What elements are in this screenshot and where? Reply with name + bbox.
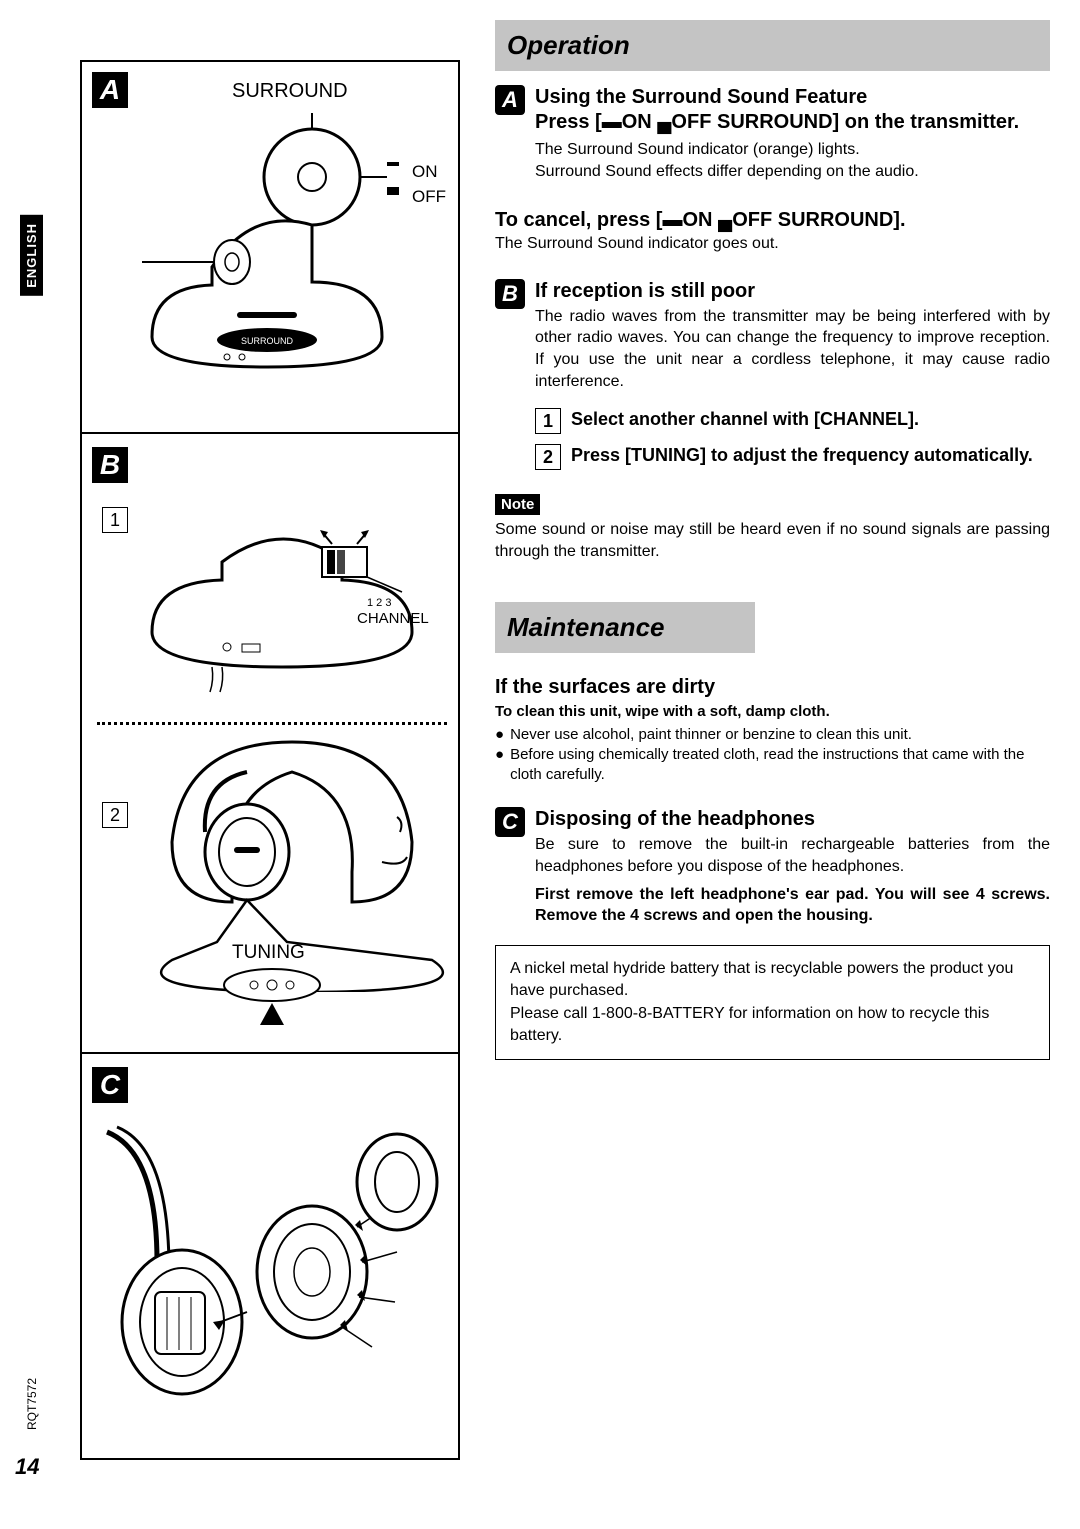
text-column: Operation A Using the Surround Sound Fea… [495,20,1050,1060]
b-step2-box: 2 [102,802,128,828]
battery-info-text: A nickel metal hydride battery that is r… [510,960,1013,1044]
dirty-sub: To clean this unit, wipe with a soft, da… [495,702,1050,722]
a-title-1: Using the Surround Sound Feature [535,85,1019,110]
diagram-column: A SURROUND SURROUND ON OFF B 1 [80,60,460,1460]
dirty-b2: Before using chemically treated cloth, r… [510,745,1050,786]
c-body2: First remove the left headphone's ear pa… [535,884,1050,927]
channel-label: CHANNEL [357,610,429,627]
b-step2-num: 2 [535,444,561,470]
surround-label: SURROUND [232,80,348,103]
badge-c: C [495,807,525,837]
page-number: 14 [15,1454,39,1480]
diagram-label-c: C [92,1067,128,1103]
b-step1-num: 1 [535,408,561,434]
a-title-2: Press [▬ON ▄OFF SURROUND] on the transmi… [535,110,1019,135]
tuning-label: TUNING [232,942,305,964]
c-title: Disposing of the headphones [535,807,1050,832]
badge-b: B [495,279,525,309]
dirty-b1: Never use alcohol, paint thinner or benz… [510,725,912,745]
off-label: OFF [412,187,446,207]
bullet-icon: ● [495,725,504,745]
language-tab: ENGLISH [20,215,43,296]
tuning-button-svg [212,967,332,1027]
dirty-title: If the surfaces are dirty [495,675,1050,700]
cancel-body: The Surround Sound indicator goes out. [495,233,1050,255]
ch-nums: 1 2 3 [367,597,391,609]
cancel-title: To cancel, press [▬ON ▄OFF SURROUND]. [495,208,1050,233]
diagram-a-svg: SURROUND [112,107,432,417]
maintenance-header: Maintenance [495,602,755,653]
note-body: Some sound or noise may still be heard e… [495,519,1050,562]
note-badge: Note [495,494,540,515]
c-body1: Be sure to remove the built-in rechargea… [535,834,1050,877]
b-step2-text: Press [TUNING] to adjust the frequency a… [571,444,1033,470]
b-step1-text: Select another channel with [CHANNEL]. [571,408,919,434]
battery-info-box: A nickel metal hydride battery that is r… [495,945,1050,1061]
bullet-icon: ● [495,745,504,786]
diagram-c-svg [97,1112,447,1442]
doc-code: RQT7572 [25,1378,39,1430]
diagram-label-a: A [92,72,128,108]
svg-text:SURROUND: SURROUND [241,336,294,346]
a-body-1: The Surround Sound indicator (orange) li… [535,139,1050,161]
operation-header: Operation [495,20,1050,71]
a-body-2: Surround Sound effects differ depending … [535,161,1050,183]
b-body: The radio waves from the transmitter may… [535,306,1050,392]
diagram-label-b: B [92,447,128,483]
badge-a: A [495,85,525,115]
diagram-b1-svg [122,492,442,712]
on-label: ON [412,162,438,182]
b-title: If reception is still poor [535,279,1050,304]
